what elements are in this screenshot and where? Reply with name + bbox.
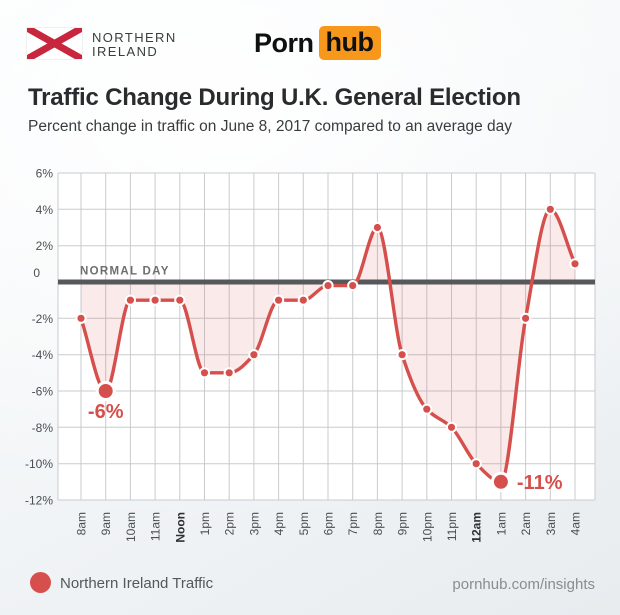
y-axis-tick-label: -6% bbox=[32, 385, 54, 399]
x-axis-tick-label: 3am bbox=[544, 512, 558, 535]
brand-name-line2: IRELAND bbox=[92, 44, 159, 59]
source-url: pornhub.com/insights bbox=[452, 576, 595, 593]
x-axis-tick-label: 12am bbox=[470, 512, 484, 543]
x-axis-tick-label: 10am bbox=[124, 512, 138, 542]
point-annotation: -11% bbox=[517, 472, 563, 494]
y-axis-tick-label: 6% bbox=[36, 167, 54, 181]
y-axis-tick-label: 2% bbox=[36, 239, 54, 253]
data-point-highlight bbox=[95, 381, 116, 401]
data-point bbox=[445, 421, 458, 433]
data-point bbox=[347, 280, 359, 292]
data-point bbox=[124, 294, 136, 306]
x-axis-tick-label: 8pm bbox=[371, 512, 385, 535]
data-point bbox=[149, 294, 161, 306]
x-axis-tick-label: 9pm bbox=[396, 512, 410, 535]
point-annotation: -6% bbox=[88, 401, 124, 423]
data-point bbox=[396, 349, 408, 361]
x-axis-tick-label: 4pm bbox=[272, 512, 286, 535]
data-point bbox=[248, 349, 260, 361]
y-axis-tick-label: -10% bbox=[25, 457, 53, 471]
y-axis-tick-label: -8% bbox=[32, 421, 54, 435]
data-point bbox=[75, 312, 87, 324]
data-point bbox=[544, 203, 556, 215]
x-axis-tick-label: 1am bbox=[494, 512, 508, 535]
page-subtitle: Percent change in traffic on June 8, 201… bbox=[28, 118, 512, 135]
x-axis-tick-label: 10pm bbox=[420, 512, 434, 542]
x-axis-tick-label: 2am bbox=[519, 512, 533, 535]
data-point bbox=[470, 458, 482, 470]
x-axis-tick-label: 4am bbox=[569, 512, 583, 535]
data-point bbox=[174, 294, 186, 306]
x-axis-tick-label: 11pm bbox=[445, 512, 459, 541]
x-axis-tick-label: 7pm bbox=[346, 512, 360, 535]
data-point-highlight bbox=[490, 471, 511, 492]
y-axis-tick-label: -4% bbox=[32, 348, 54, 362]
area-fill bbox=[81, 209, 575, 482]
y-axis-tick-label: -2% bbox=[32, 312, 54, 326]
data-point bbox=[371, 221, 383, 234]
data-point bbox=[223, 367, 235, 379]
x-axis-tick-label: 11am bbox=[149, 512, 163, 541]
y-axis-tick-label: -12% bbox=[25, 494, 53, 508]
data-point bbox=[273, 294, 285, 306]
x-axis-tick-label: 1pm bbox=[198, 512, 212, 535]
data-point bbox=[297, 294, 309, 306]
plot-area bbox=[58, 173, 595, 500]
data-point bbox=[520, 312, 532, 324]
data-point bbox=[198, 367, 211, 379]
brand-name-line1: NORTHERN bbox=[92, 30, 177, 45]
page-title: Traffic Change During U.K. General Elect… bbox=[28, 84, 521, 111]
x-axis-tick-label: 3pm bbox=[247, 512, 261, 535]
logo-porn-text: Porn bbox=[254, 27, 314, 58]
normal-day-label: NORMAL DAY bbox=[80, 266, 170, 278]
x-axis-tick-label: 2pm bbox=[223, 512, 237, 535]
x-axis-tick-label: 5pm bbox=[297, 512, 311, 535]
northern-ireland-flag-icon bbox=[27, 28, 82, 59]
x-axis-tick-label: 9am bbox=[99, 512, 113, 535]
x-axis-tick-label: Noon bbox=[173, 512, 187, 543]
pornhub-logo: Porn hub bbox=[254, 26, 381, 60]
data-point bbox=[322, 280, 334, 292]
x-axis-tick-label: 6pm bbox=[322, 512, 336, 535]
legend-label: Northern Ireland Traffic bbox=[60, 575, 214, 592]
data-point bbox=[569, 258, 581, 270]
x-axis-tick-label: 8am bbox=[75, 512, 89, 535]
logo-hub-badge: hub bbox=[318, 26, 381, 60]
brand-name: NORTHERN IRELAND bbox=[92, 31, 177, 59]
legend-dot-icon bbox=[30, 572, 51, 593]
y-axis-tick-label: 4% bbox=[36, 203, 54, 217]
y-axis-tick-label: 0 bbox=[33, 266, 40, 280]
data-point bbox=[421, 403, 433, 415]
